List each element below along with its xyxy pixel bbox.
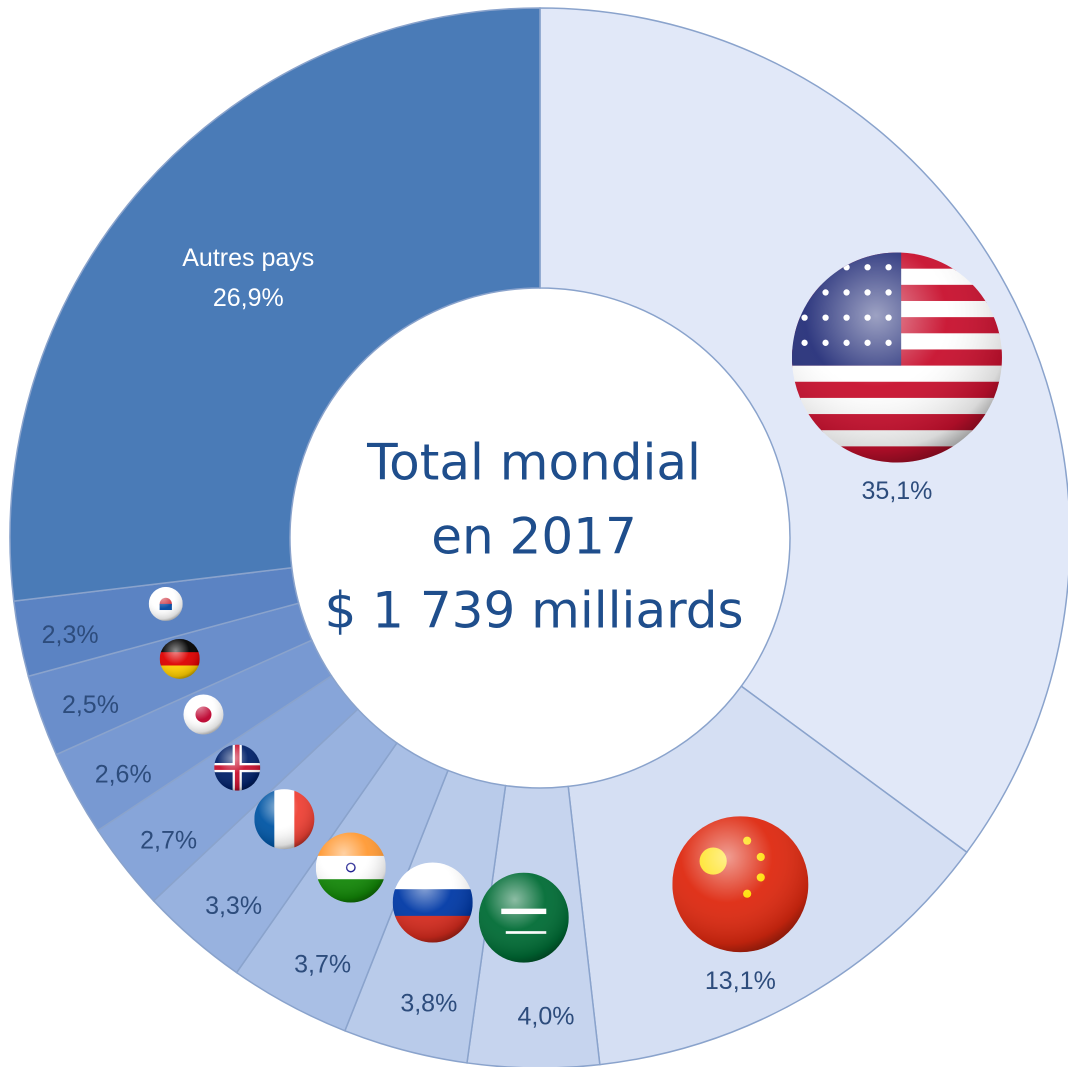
donut-slice	[9, 7, 541, 602]
value-label: 13,1%	[705, 967, 776, 995]
donut-slice	[539, 7, 1068, 854]
category-label: Autres pays	[182, 244, 314, 272]
value-label: 35,1%	[862, 477, 933, 505]
flags	[148, 252, 1002, 963]
center-title: en 2017	[431, 508, 637, 566]
value-label: 26,9%	[213, 284, 284, 312]
flag-gloss	[159, 638, 200, 679]
flag-gloss	[791, 252, 1002, 463]
center-title: $ 1 739 milliards	[324, 582, 743, 640]
flag-gloss	[254, 789, 315, 850]
value-label: 2,3%	[42, 621, 99, 649]
center-title: Total mondial	[366, 434, 701, 492]
flag-gloss	[672, 816, 809, 953]
value-label: 2,7%	[140, 827, 197, 855]
value-label: 4,0%	[518, 1003, 575, 1031]
value-label: 3,3%	[205, 892, 262, 920]
value-label: 3,7%	[294, 951, 351, 979]
flag-gloss	[214, 744, 261, 791]
flag-gloss	[183, 694, 224, 735]
flag-gloss	[148, 586, 183, 621]
value-label: 2,5%	[62, 691, 119, 719]
value-label: 3,8%	[400, 990, 457, 1018]
value-label: 2,6%	[95, 761, 152, 789]
flag-gloss	[315, 832, 386, 903]
flag-gloss	[478, 872, 569, 963]
labels: 35,1% 13,1% 4,0% 3,8% 3,7% 3,3% 2,7% 2,6% 2,5% 2,…	[42, 244, 933, 1031]
flag-gloss	[392, 862, 473, 943]
